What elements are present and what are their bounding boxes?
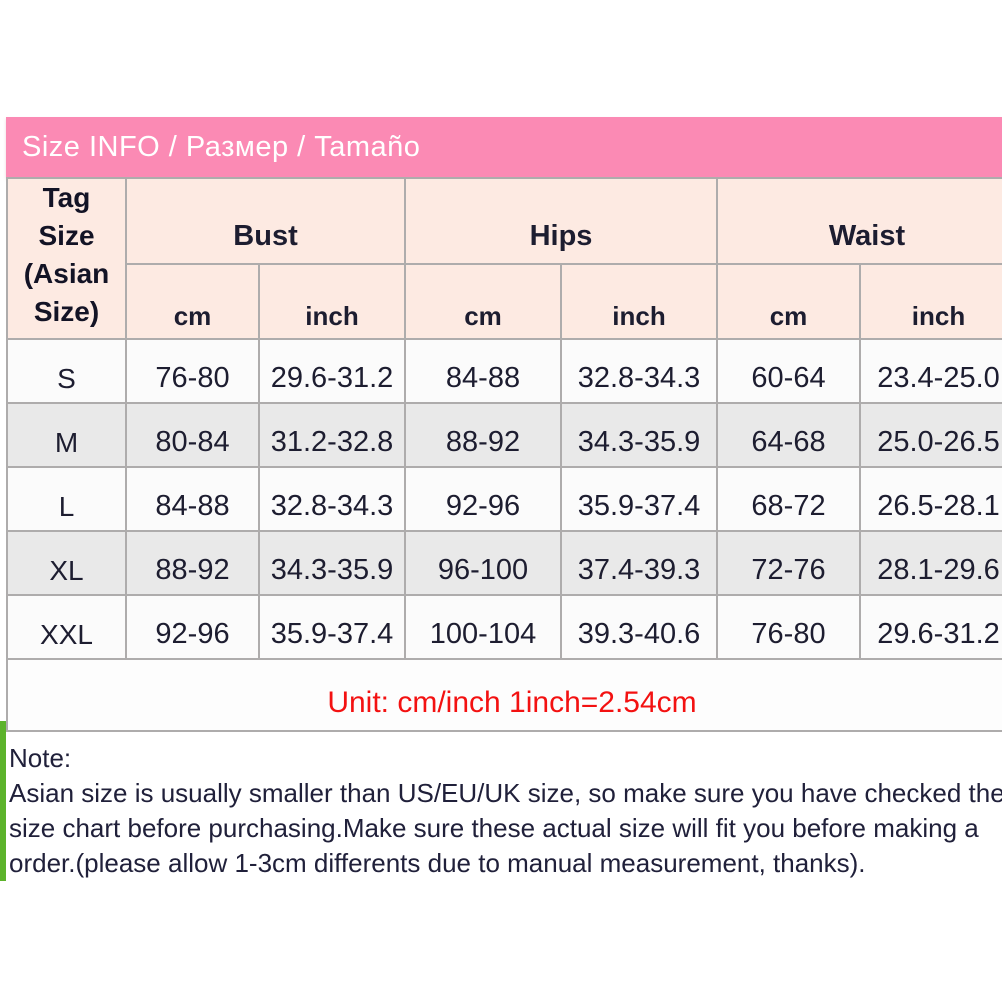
hips-cm-cell: 92-96 bbox=[404, 466, 563, 532]
hips-inch-cell: 34.3-35.9 bbox=[560, 402, 719, 468]
waist-inch-cell: 29.6-31.2 bbox=[859, 594, 1002, 660]
size-row-m: M 80-84 31.2-32.8 88-92 34.3-35.9 64-68 … bbox=[6, 402, 1002, 468]
waist-inch-cell: 25.0-26.5 bbox=[859, 402, 1002, 468]
table-header-units-row: cm inch cm inch cm inch bbox=[7, 263, 1002, 340]
bust-inch-cell: 35.9-37.4 bbox=[257, 594, 407, 660]
hips-cm-cell: 96-100 bbox=[404, 530, 563, 596]
bust-inch-cell: 31.2-32.8 bbox=[257, 402, 407, 468]
size-chart-wrapper: Tag Size (Asian Size) Bust Hips Waist cm… bbox=[6, 177, 1002, 732]
waist-cm-cell: 76-80 bbox=[716, 594, 862, 660]
bust-cm-cell: 76-80 bbox=[125, 338, 260, 404]
bust-inch-cell: 29.6-31.2 bbox=[257, 338, 407, 404]
unit-header-hips-cm: cm bbox=[404, 263, 563, 340]
size-row-xxl: XXL 92-96 35.9-37.4 100-104 39.3-40.6 76… bbox=[6, 594, 1002, 660]
hips-cm-cell: 100-104 bbox=[404, 594, 563, 660]
bust-cm-cell: 88-92 bbox=[125, 530, 260, 596]
unit-header-waist-cm: cm bbox=[716, 263, 862, 340]
size-info-title-bar: Size INFO / Размер / Tamaño bbox=[6, 117, 1002, 177]
waist-inch-cell: 28.1-29.6 bbox=[859, 530, 1002, 596]
hips-inch-cell: 32.8-34.3 bbox=[560, 338, 719, 404]
waist-inch-cell: 26.5-28.1 bbox=[859, 466, 1002, 532]
note-line: order.(please allow 1-3cm differents due… bbox=[9, 848, 866, 878]
waist-inch-cell: 23.4-25.0 bbox=[859, 338, 1002, 404]
hips-cm-cell: 84-88 bbox=[404, 338, 563, 404]
unit-header-bust-cm: cm bbox=[125, 263, 260, 340]
group-header-bust: Bust bbox=[124, 177, 407, 266]
waist-cm-cell: 64-68 bbox=[716, 402, 862, 468]
unit-header-waist-inch: inch bbox=[859, 263, 1002, 340]
corner-header-label: Tag Size (Asian Size) bbox=[23, 182, 110, 327]
size-row-l: L 84-88 32.8-34.3 92-96 35.9-37.4 68-72 … bbox=[6, 466, 1002, 532]
size-chart-table: Tag Size (Asian Size) Bust Hips Waist cm… bbox=[6, 177, 1002, 732]
tag-size-cell: XXL bbox=[6, 594, 127, 660]
group-header-waist: Waist bbox=[716, 177, 1002, 266]
size-info-title: Size INFO / Размер / Tamaño bbox=[22, 131, 421, 163]
tag-size-cell: S bbox=[6, 338, 127, 404]
tag-size-cell: XL bbox=[6, 530, 127, 596]
unit-header-bust-inch: inch bbox=[257, 263, 407, 340]
hips-inch-cell: 35.9-37.4 bbox=[560, 466, 719, 532]
unit-header-hips-inch: inch bbox=[560, 263, 719, 340]
note-line: size chart before purchasing.Make sure t… bbox=[9, 813, 979, 843]
note-line: Asian size is usually smaller than US/EU… bbox=[9, 778, 1002, 808]
size-row-s: S 76-80 29.6-31.2 84-88 32.8-34.3 60-64 … bbox=[6, 338, 1002, 404]
note-line: Note: bbox=[9, 743, 72, 773]
table-header-group-row: Tag Size (Asian Size) Bust Hips Waist bbox=[6, 177, 1002, 340]
corner-header-cell: Tag Size (Asian Size) bbox=[6, 177, 127, 340]
note-green-accent-bar bbox=[0, 721, 6, 881]
unit-note-row: Unit: cm/inch 1inch=2.54cm bbox=[6, 658, 1002, 732]
bust-cm-cell: 80-84 bbox=[125, 402, 260, 468]
hips-cm-cell: 88-92 bbox=[404, 402, 563, 468]
waist-cm-cell: 60-64 bbox=[716, 338, 862, 404]
hips-inch-cell: 37.4-39.3 bbox=[560, 530, 719, 596]
group-header-hips: Hips bbox=[404, 177, 719, 266]
unit-note-text: Unit: cm/inch 1inch=2.54cm bbox=[6, 658, 1002, 732]
waist-cm-cell: 68-72 bbox=[716, 466, 862, 532]
size-row-xl: XL 88-92 34.3-35.9 96-100 37.4-39.3 72-7… bbox=[6, 530, 1002, 596]
tag-size-cell: L bbox=[6, 466, 127, 532]
tag-size-cell: M bbox=[6, 402, 127, 468]
bust-cm-cell: 92-96 bbox=[125, 594, 260, 660]
bust-inch-cell: 32.8-34.3 bbox=[257, 466, 407, 532]
hips-inch-cell: 39.3-40.6 bbox=[560, 594, 719, 660]
bust-cm-cell: 84-88 bbox=[125, 466, 260, 532]
waist-cm-cell: 72-76 bbox=[716, 530, 862, 596]
note-section: Note: Asian size is usually smaller than… bbox=[9, 741, 1002, 881]
bust-inch-cell: 34.3-35.9 bbox=[257, 530, 407, 596]
